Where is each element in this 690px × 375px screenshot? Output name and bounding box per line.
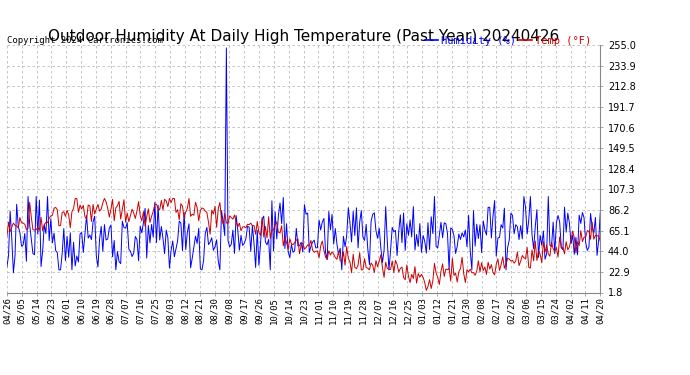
Legend: Humidity (%), Temp (°F): Humidity (%), Temp (°F) <box>421 32 595 50</box>
Title: Outdoor Humidity At Daily High Temperature (Past Year) 20240426: Outdoor Humidity At Daily High Temperatu… <box>48 29 559 44</box>
Text: Copyright 2024 Cartronics.com: Copyright 2024 Cartronics.com <box>7 36 163 45</box>
